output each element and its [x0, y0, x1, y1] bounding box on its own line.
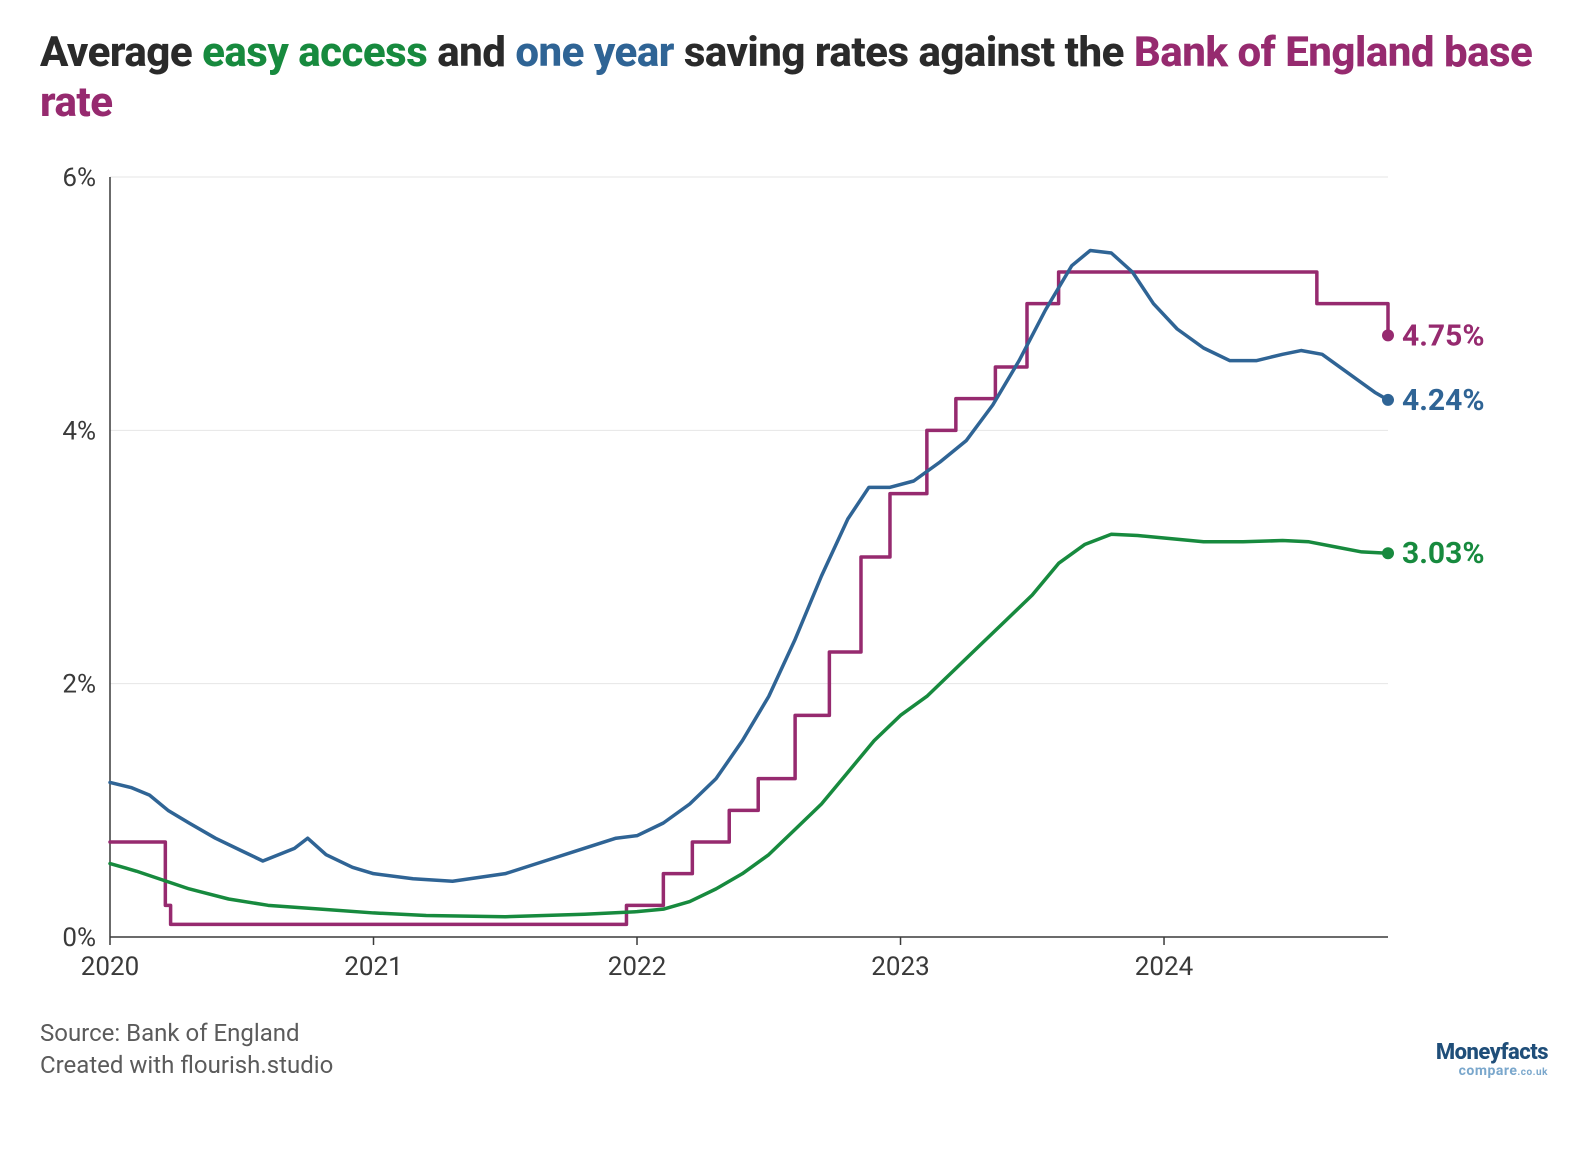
chart-page: Average easy access and one year saving …: [0, 0, 1588, 1150]
moneyfacts-logo: Moneyfacts compare.co.uk: [1436, 1042, 1548, 1082]
chart-container: 0% 2% 4% 6% 2020 2021 2022 2023 2024 4.75% 4.24% 3.…: [40, 157, 1548, 997]
series-end-label-bank-of-england-base-rate: 4.75%: [1402, 318, 1485, 353]
series-easy-access-saving-rate: [110, 534, 1388, 917]
logo-line2: compare.co.uk: [1436, 1064, 1548, 1078]
series-end-label-easy-access-saving-rate: 3.03%: [1402, 536, 1485, 571]
svg-text:6%: 6%: [62, 163, 96, 193]
footer-credits: Source: Bank of England Created with flo…: [40, 1017, 333, 1082]
line-chart: 0% 2% 4% 6% 2020 2021 2022 2023 2024 4.75% 4.24% 3.…: [40, 157, 1548, 997]
series-one-year-saving-rate: [110, 250, 1388, 881]
series-end-label-one-year-saving-rate: 4.24%: [1402, 383, 1485, 418]
series-end-dot-easy-access-saving-rate: [1382, 547, 1394, 559]
footer-source: Source: Bank of England: [40, 1017, 333, 1049]
svg-text:2023: 2023: [871, 952, 929, 982]
svg-text:0%: 0%: [62, 923, 96, 953]
chart-title: Average easy access and one year saving …: [40, 28, 1548, 129]
svg-text:4%: 4%: [62, 416, 96, 446]
logo-line1: Moneyfacts: [1436, 1042, 1548, 1064]
series-bank-of-england-base-rate: [110, 272, 1388, 924]
footer-created: Created with flourish.studio: [40, 1049, 333, 1081]
chart-footer: Source: Bank of England Created with flo…: [40, 1017, 1548, 1082]
svg-text:2%: 2%: [62, 669, 96, 699]
svg-text:2021: 2021: [344, 952, 402, 982]
svg-text:2022: 2022: [608, 952, 666, 982]
svg-text:2024: 2024: [1135, 952, 1194, 982]
svg-text:2020: 2020: [81, 952, 139, 982]
series-end-dot-one-year-saving-rate: [1382, 394, 1394, 406]
series-end-dot-bank-of-england-base-rate: [1382, 329, 1394, 341]
